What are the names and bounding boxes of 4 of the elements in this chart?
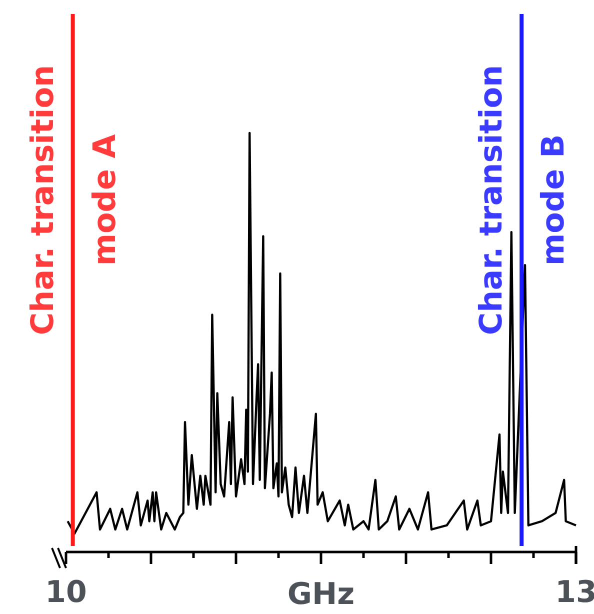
- x-axis-title: GHz: [287, 577, 355, 612]
- ref-line-label: Char. transition mode B: [474, 64, 572, 336]
- ref-line-label: Char. transition mode A: [24, 64, 123, 336]
- x-tick-label: 10: [45, 575, 87, 610]
